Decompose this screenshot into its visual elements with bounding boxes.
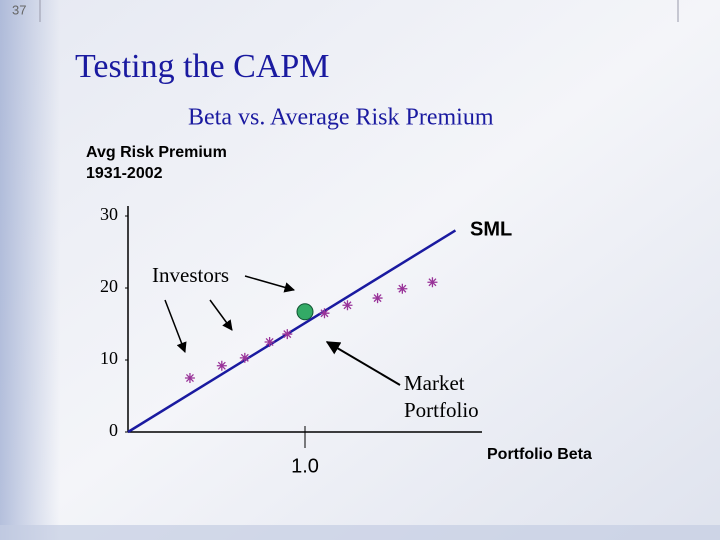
arrow bbox=[209, 299, 233, 331]
y-tick-label: 0 bbox=[109, 420, 118, 440]
title: Testing the CAPM bbox=[75, 48, 330, 85]
point bbox=[239, 352, 250, 363]
arrow bbox=[244, 275, 296, 293]
bottom-strip bbox=[0, 525, 720, 540]
slide-number: 37 bbox=[12, 2, 26, 17]
y-axis-label: Avg Risk Premium bbox=[86, 144, 227, 161]
sml-label: SML bbox=[470, 218, 512, 240]
sml-line bbox=[127, 229, 457, 434]
investors-label: Investors bbox=[152, 263, 229, 287]
x-tick-label: 1.0 bbox=[291, 455, 319, 477]
market-label: Market bbox=[404, 371, 465, 395]
point bbox=[372, 293, 383, 304]
y-axis-label: 1931-2002 bbox=[86, 165, 163, 182]
point bbox=[397, 283, 408, 294]
arrow bbox=[325, 341, 401, 386]
market-point bbox=[296, 303, 314, 321]
point bbox=[264, 337, 275, 347]
side-strip bbox=[0, 0, 60, 540]
point bbox=[184, 373, 195, 383]
y-tick-label: 30 bbox=[100, 204, 118, 224]
point bbox=[427, 277, 438, 288]
y-tick-label: 10 bbox=[100, 348, 118, 368]
x-axis-label: Portfolio Beta bbox=[487, 446, 592, 463]
subtitle: Beta vs. Average Risk Premium bbox=[188, 105, 494, 131]
point bbox=[282, 329, 293, 340]
market-label: Portfolio bbox=[404, 398, 479, 422]
point bbox=[342, 300, 353, 311]
arrow bbox=[164, 299, 187, 353]
point bbox=[319, 308, 330, 319]
y-tick-label: 20 bbox=[100, 276, 118, 296]
point bbox=[216, 360, 227, 371]
